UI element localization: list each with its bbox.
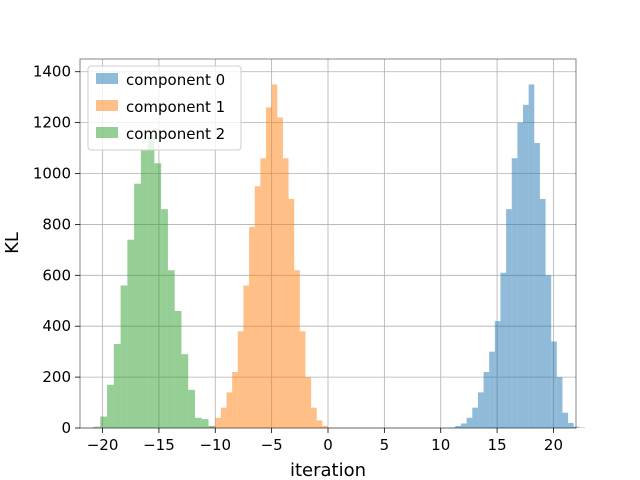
y-axis-ticks: 0 200 400 600 800 1000 1200 1400 [33,63,80,437]
histogram-bar [483,372,490,428]
histogram-bar [539,198,546,428]
histogram-bar [500,272,507,428]
x-tick-label: 10 [431,436,450,454]
histogram-bar [311,407,317,428]
histogram-bar [194,417,202,428]
histogram-bar [181,354,189,428]
histogram-bar [568,422,574,428]
x-tick-label: 15 [488,436,507,454]
histogram-bar [93,426,101,428]
histogram-bar [208,425,216,428]
y-tick-label: 200 [42,368,71,386]
histogram-bar [489,351,495,428]
histogram-bar [466,417,473,428]
x-tick-label: −20 [87,436,119,454]
series-1-bars [209,84,334,429]
histogram-bar [226,392,233,428]
histogram-bar [215,417,221,428]
histogram-bar [201,419,209,428]
histogram-bar [127,239,135,428]
histogram-bar [237,331,244,428]
histogram-bar [545,275,552,428]
histogram-bar [107,384,114,428]
histogram-bar [534,142,540,428]
y-tick-label: 600 [42,266,71,284]
histogram-bar [113,344,121,428]
histogram-bar [511,158,518,428]
legend-swatch [96,127,118,138]
x-axis-ticks: −20 −15 −10 −5 0 5 10 15 20 [87,428,563,454]
histogram-bar [294,270,300,428]
histogram-bar [120,285,128,428]
y-tick-label: 1000 [33,165,71,183]
histogram-bar [147,135,155,428]
histogram-bar [299,331,306,428]
histogram-bar [551,341,557,428]
histogram-bar [573,426,580,428]
histogram-bar [523,104,529,429]
histogram-bar [260,158,266,428]
histogram-bar [282,158,289,428]
histogram-bar [305,377,312,428]
series-0-bars [449,84,586,429]
histogram-bar [174,310,182,428]
x-axis-label: iteration [290,460,366,480]
y-tick-label: 0 [61,419,71,437]
histogram-bar [243,285,250,428]
histogram-bar [277,117,283,428]
histogram-bar [100,416,108,428]
histogram-bar [167,270,175,428]
histogram-bar [461,423,467,428]
y-tick-label: 800 [42,215,71,233]
y-tick-label: 1200 [33,114,71,132]
y-tick-label: 1400 [33,63,71,81]
y-tick-label: 400 [42,317,71,335]
x-tick-label: −10 [199,436,231,454]
histogram-bar [517,122,524,428]
histogram-bar [455,425,462,428]
histogram-bar [140,150,148,428]
x-tick-label: −15 [143,436,175,454]
x-tick-label: −5 [261,436,283,454]
x-tick-label: 5 [380,436,390,454]
x-tick-label: 0 [323,436,333,454]
histogram-bars [93,84,586,429]
histogram-bar [556,377,563,428]
legend-swatch [96,100,118,111]
histogram-bar [134,183,141,428]
histogram-bar [266,107,272,429]
histogram-bar [506,209,512,428]
legend-swatch [96,73,118,84]
x-tick-label: 20 [544,436,563,454]
histogram-bar [220,407,227,428]
legend: component 0 component 1 component 2 [87,65,242,151]
histogram-bar [188,389,195,428]
histogram-bar [472,407,478,428]
histogram-bar [528,84,535,428]
legend-label: component 0 [126,71,225,89]
histogram-bar [579,427,586,428]
histogram-bar [477,392,484,428]
histogram-bar [288,198,295,428]
histogram-bar [161,209,168,428]
y-axis-label: KL [2,232,23,254]
histogram-bar [271,84,278,428]
histogram-bar [322,425,328,428]
histogram-bar [562,412,569,428]
legend-label: component 2 [126,125,225,143]
legend-label: component 1 [126,98,225,116]
histogram-bar [254,186,261,428]
histogram-bar [494,321,501,428]
legend-box [87,65,242,151]
histogram-bar [154,163,162,428]
histogram-bar [316,420,323,428]
series-2-bars [93,135,216,428]
histogram-bar [232,372,238,428]
histogram-bar [249,226,255,428]
